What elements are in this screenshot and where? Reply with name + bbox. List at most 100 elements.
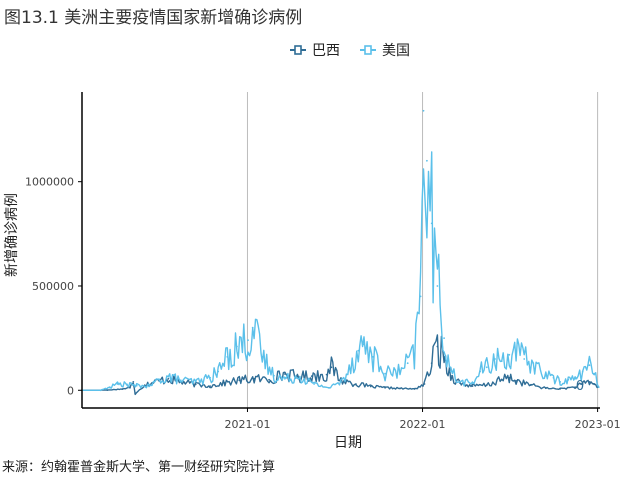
data-point [413,388,416,390]
data-point [423,383,426,385]
data-point [273,374,275,377]
legend-marker-swatch [364,45,372,55]
data-point [544,374,547,377]
data-point [224,382,226,384]
data-point [559,387,562,390]
data-point [179,379,182,382]
data-point [494,358,496,360]
data-point [449,370,452,373]
data-point [581,383,584,385]
data-point [238,379,241,382]
data-point [261,356,264,358]
data-point [330,366,333,369]
data-point [485,366,488,369]
data-point [134,392,137,395]
data-point [348,366,351,369]
data-point [530,384,532,386]
data-point [384,372,386,375]
data-point [298,375,301,378]
data-point [284,377,286,380]
data-point [135,384,138,387]
data-point [567,378,570,381]
end-annotation: 0 [576,379,584,394]
data-point [310,375,313,377]
data-point [355,383,357,385]
data-point [126,383,128,386]
data-point [247,339,249,342]
legend-label: 巴西 [312,43,340,59]
data-point [471,385,474,387]
data-point [313,383,315,385]
data-point [422,109,425,112]
data-point [106,389,109,391]
data-point [430,362,433,365]
legend-label: 美国 [382,43,410,59]
data-point [426,159,428,162]
chart-title: 图13.1 美洲主要疫情国家新增确诊病例 [4,8,303,28]
x-axis-title: 日期 [334,435,362,451]
data-point [436,345,439,348]
data-point [430,222,433,225]
data-point [443,356,445,358]
data-point [449,374,452,377]
y-tick-label: 500000 [32,280,74,293]
x-tick-label: 2023-01 [575,418,621,431]
data-point [99,389,102,392]
tick-labels: 2021-01 2022-01 2023-01 0 500000 1000000 [25,176,621,431]
data-point [116,383,119,385]
data-point [479,370,481,373]
legend: 巴西 美国 [290,43,410,59]
data-point [226,356,229,358]
data-point [523,358,526,360]
data-point [369,385,372,388]
data-point [559,381,562,383]
data-point [574,386,576,388]
data-point [574,377,576,380]
series-line-brazil [82,334,599,396]
gridlines [246,92,599,408]
data-point [500,378,503,381]
data-point [340,381,342,383]
data-point [399,370,401,373]
data-point [544,387,547,390]
data-point [217,370,220,373]
data-point [508,353,511,356]
data-point [236,345,238,348]
data-point [209,385,212,387]
data-point [194,381,197,383]
legend-item-brazil: 巴西 [290,43,340,59]
data-point [399,387,401,390]
data-point [167,377,170,380]
data-point [328,386,330,389]
data-point [158,378,161,381]
data-point [253,377,256,380]
y-tick-label: 1000000 [25,176,74,189]
data-point [121,388,124,390]
x-tick-label: 2021-01 [224,418,270,431]
series-lines [81,109,600,396]
data-point [588,364,591,367]
axes [81,92,600,409]
data-point [129,386,131,389]
data-point [167,375,170,378]
data-point [251,326,254,329]
data-point [194,383,197,386]
data-point [515,380,517,382]
data-point [508,376,511,379]
data-point [515,351,517,354]
source-note: 来源：约翰霍普金斯大学、第一财经研究院计算 [2,460,276,475]
data-point [485,384,488,386]
series-line-usa [82,151,600,391]
data-point [148,385,151,387]
x-tick-label: 2022-01 [400,418,446,431]
data-point [593,372,596,375]
y-tick-label: 0 [67,384,74,397]
data-point [459,381,461,383]
legend-item-usa: 美国 [360,43,410,59]
data-point [209,376,212,379]
data-point [500,360,503,362]
data-point [597,386,600,388]
data-point [325,373,328,376]
data-point [588,381,591,383]
